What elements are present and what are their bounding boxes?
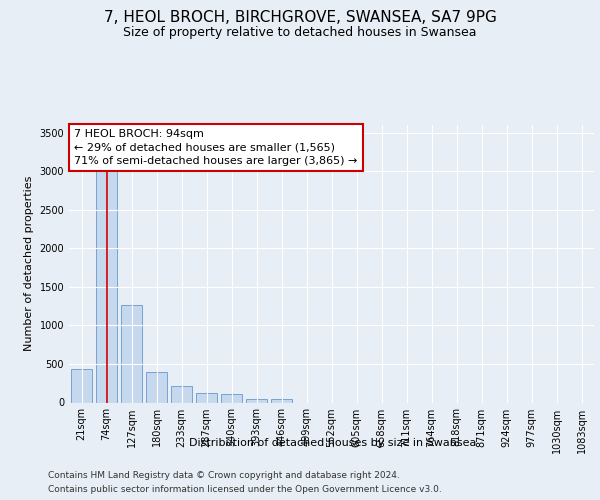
Text: Size of property relative to detached houses in Swansea: Size of property relative to detached ho… <box>123 26 477 39</box>
Bar <box>221 394 242 402</box>
Y-axis label: Number of detached properties: Number of detached properties <box>24 176 34 352</box>
Text: Contains HM Land Registry data © Crown copyright and database right 2024.: Contains HM Land Registry data © Crown c… <box>48 472 400 480</box>
Bar <box>146 372 167 402</box>
Bar <box>96 150 117 402</box>
Text: 7 HEOL BROCH: 94sqm
← 29% of detached houses are smaller (1,565)
71% of semi-det: 7 HEOL BROCH: 94sqm ← 29% of detached ho… <box>74 129 358 166</box>
Text: Distribution of detached houses by size in Swansea: Distribution of detached houses by size … <box>190 438 476 448</box>
Bar <box>171 386 192 402</box>
Bar <box>196 393 217 402</box>
Bar <box>71 370 92 402</box>
Bar <box>271 399 292 402</box>
Bar <box>246 398 267 402</box>
Text: Contains public sector information licensed under the Open Government Licence v3: Contains public sector information licen… <box>48 484 442 494</box>
Text: 7, HEOL BROCH, BIRCHGROVE, SWANSEA, SA7 9PG: 7, HEOL BROCH, BIRCHGROVE, SWANSEA, SA7 … <box>104 10 496 25</box>
Bar <box>121 304 142 402</box>
